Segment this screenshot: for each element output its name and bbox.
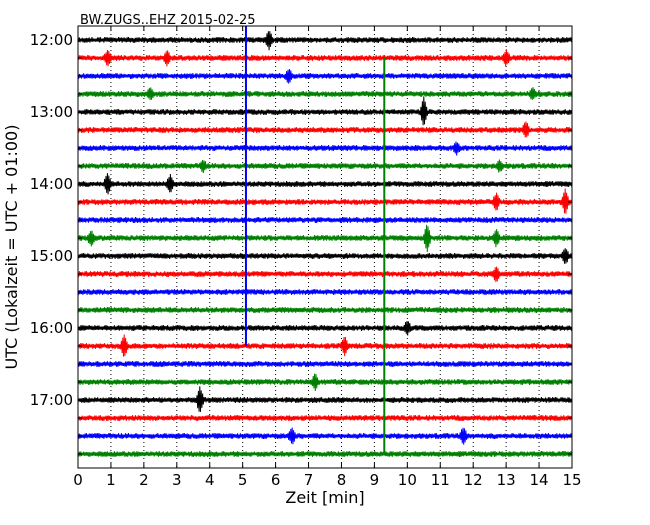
y-axis-label: UTC (Lokalzeit = UTC + 01:00) [2, 125, 21, 370]
seismic-trace [77, 49, 572, 67]
trace-layer [77, 31, 572, 457]
x-tick-label: 0 [73, 471, 83, 489]
seismic-trace [77, 289, 572, 295]
grid-layer [110, 26, 540, 468]
seismic-trace [77, 307, 572, 313]
seismic-trace [77, 188, 572, 214]
x-tick-label: 11 [431, 471, 450, 489]
x-tick-label: 9 [370, 471, 380, 489]
chart-title: BW.ZUGS..EHZ 2015-02-25 [80, 13, 256, 28]
tick-layer: 0 1 2 3 4 5 6 7 8 9 10 11 12 13 14 1512:0013:0014:0015:… [30, 26, 582, 489]
x-tick-label: 5 [238, 471, 248, 489]
x-tick-label: 10 [398, 471, 417, 489]
x-tick-label: 13 [497, 471, 516, 489]
seismic-trace [77, 266, 572, 283]
y-tick-label: 17:00 [30, 391, 73, 409]
x-tick-label: 6 [271, 471, 281, 489]
seismic-trace [77, 386, 572, 412]
seismic-trace [77, 451, 572, 457]
seismic-trace [77, 415, 572, 421]
seismic-trace [77, 173, 572, 195]
seismic-trace [77, 224, 572, 253]
x-tick-label: 1 [106, 471, 116, 489]
seismic-trace [77, 87, 572, 100]
seismic-trace [77, 159, 572, 174]
x-axis-label: Zeit [min] [285, 488, 364, 507]
seismic-trace [77, 361, 572, 367]
y-tick-label: 13:00 [30, 103, 73, 121]
seismic-trace [77, 427, 572, 445]
y-tick-label: 14:00 [30, 175, 73, 193]
seismic-trace [77, 217, 572, 223]
x-tick-label: 4 [205, 471, 215, 489]
seismic-trace [77, 320, 572, 336]
seismic-trace [77, 373, 572, 392]
seismic-trace [77, 141, 572, 156]
seismic-trace [77, 334, 572, 357]
y-tick-label: 16:00 [30, 319, 73, 337]
x-tick-label: 14 [530, 471, 549, 489]
y-tick-label: 12:00 [30, 31, 73, 49]
plot-frame [77, 25, 573, 469]
seismic-trace [77, 96, 572, 126]
x-tick-label: 8 [337, 471, 347, 489]
x-tick-label: 15 [562, 471, 581, 489]
plot-background [78, 26, 572, 468]
y-tick-label: 15:00 [30, 247, 73, 265]
seismic-trace [77, 31, 572, 51]
x-tick-label: 12 [464, 471, 483, 489]
x-tick-label: 2 [139, 471, 149, 489]
seismic-trace [77, 121, 572, 138]
x-tick-label: 7 [304, 471, 314, 489]
seismic-trace [77, 68, 572, 84]
x-tick-label: 3 [172, 471, 182, 489]
seismic-trace [77, 248, 572, 264]
marker-layer [244, 26, 386, 454]
